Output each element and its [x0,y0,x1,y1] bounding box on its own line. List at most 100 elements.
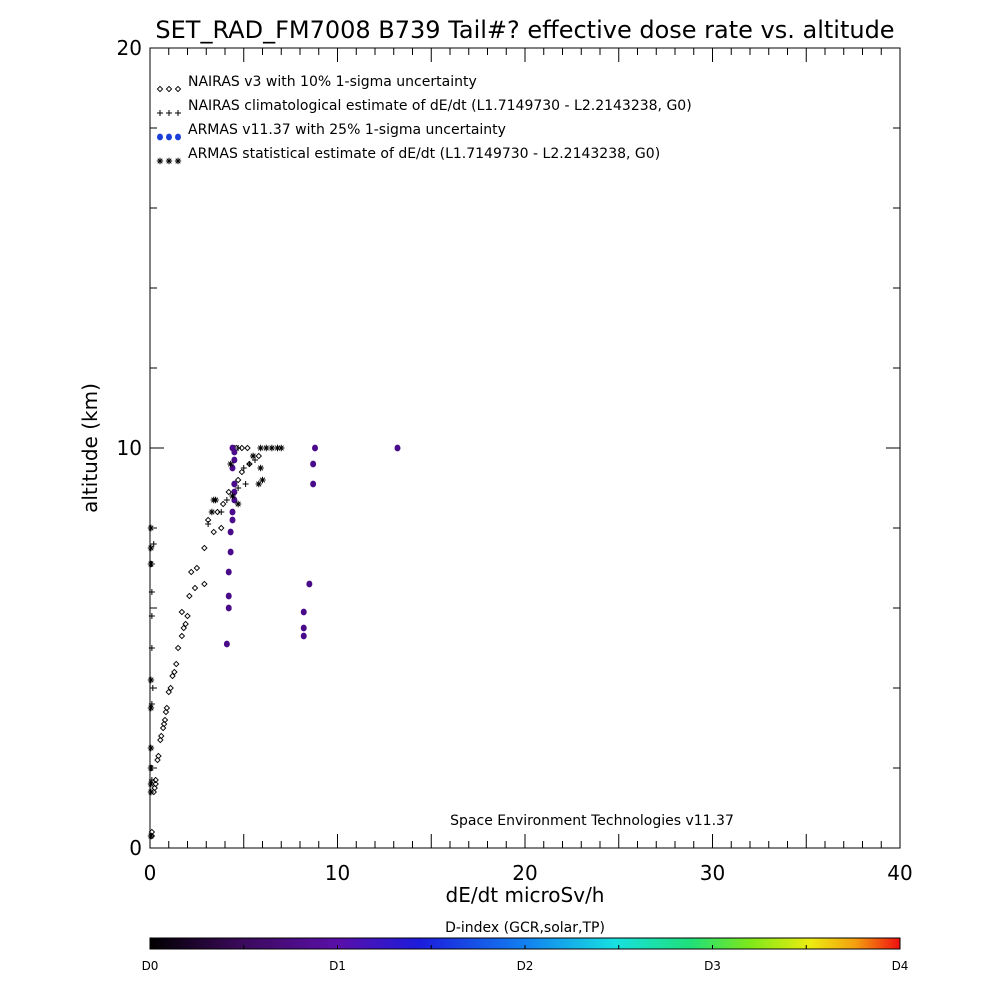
armas-point [229,444,236,452]
armas-point [300,632,307,640]
nairas-climatological-point [148,701,155,707]
colorbar-ticks [243,945,807,949]
nairas-point [255,452,262,460]
nairas-point [165,688,172,696]
colorbar-label: D2 [517,959,534,973]
legend-symbol [175,133,181,141]
colorbar-label: D4 [892,959,909,973]
armas-statistical-point [208,508,216,516]
armas-point [310,480,317,488]
nairas-point [163,704,171,712]
legend-symbol [166,133,172,141]
annotation-credit: Space Environment Technologies v11.37 [450,813,734,829]
nairas-point [167,684,174,692]
armas-statistical-point [147,832,155,840]
armas-statistical-point [268,444,276,452]
nairas-point [154,756,161,764]
colorbar-label: D0 [142,959,159,973]
legend-symbol [157,133,163,141]
armas-point [300,624,307,632]
armas-statistical-point [147,764,155,772]
armas-point [225,604,232,612]
nairas-climatological-point [223,497,230,503]
nairas-point [157,736,164,744]
armas-statistical-point [227,460,234,468]
armas-statistical-point [229,492,236,500]
nairas-point [210,528,217,536]
armas-statistical-point [147,524,155,532]
armas-point [223,640,230,648]
armas-point [225,592,232,600]
nairas-climatological-point [240,465,247,471]
nairas-point [174,644,182,652]
armas-statistical-point [147,780,155,788]
nairas-point [214,508,221,516]
armas-statistical-point [263,444,270,452]
x-tick-label: 10 [325,861,350,885]
nairas-point [219,500,227,508]
armas-point [306,580,313,588]
nairas-point [160,720,168,728]
x-tick-labels: 0 10 20 30 40 [144,861,913,885]
armas-statistical-point [147,560,155,568]
nairas-climatological-point [149,685,156,691]
nairas-climatological-point [148,645,155,651]
nairas-point [169,672,176,680]
x-tick-label: 0 [144,861,157,885]
armas-point [231,480,238,488]
nairas-climatological-point [246,461,253,467]
x-tick-label: 40 [887,861,912,885]
y-tick-label: 20 [117,36,142,60]
legend-entry: ARMAS v11.37 with 25% 1-sigma uncertaint… [188,122,506,138]
armas-statistical-point [259,476,266,484]
colorbar-label: D3 [704,959,721,973]
nairas-point [193,564,201,572]
legend-symbol [156,157,164,165]
armas-point [300,608,307,616]
armas-point [227,548,234,556]
colorbar-label: D1 [329,959,346,973]
y-axis-label: altitude (km) [78,383,102,513]
armas-statistical-point [257,444,264,452]
axis-ticks [149,47,901,849]
chart-title: SET_RAD_FM7008 B739 Tail#? effective dos… [155,16,894,44]
nairas-point [234,476,242,484]
nairas-point [178,608,186,616]
nairas-climatological-point [205,521,212,527]
y-tick-label: 10 [117,436,142,460]
nairas-point [201,544,208,552]
nairas-point [180,624,187,632]
nairas-point [159,724,167,732]
nairas-point [201,580,208,588]
nairas-point [191,584,199,592]
nairas-climatological-point [235,445,242,451]
nairas-climatological-point [150,541,157,547]
legend-symbol [156,85,164,93]
x-tick-label: 30 [700,861,725,885]
nairas-point [155,752,162,760]
colorbar-labels: D0 D1 D2 D3 D4 [142,959,909,973]
nairas-point [178,632,186,640]
nairas-point [186,592,193,600]
legend-symbol [157,110,163,116]
legend-symbol [174,157,182,165]
legend-symbol [165,157,173,165]
armas-statistical-point [278,444,285,452]
armas-statistical-point [274,444,281,452]
legend-symbol [174,85,182,93]
armas-statistical-point [257,464,264,472]
nairas-climatological-point [235,485,242,491]
legend-symbol [165,85,173,93]
armas-point [394,444,401,452]
nairas-point [218,524,225,532]
x-tick-label: 20 [512,861,537,885]
armas-statistical-point [249,452,257,460]
nairas-climatological-point [148,589,155,595]
armas-statistical-point [147,544,155,552]
y-tick-labels: 0 10 20 [117,36,142,860]
armas-statistical-point [147,704,155,712]
nairas-point [238,468,246,476]
nairas-point [158,732,165,740]
legend-entry: NAIRAS v3 with 10% 1-sigma uncertainty [188,74,477,90]
armas-point [310,460,317,468]
